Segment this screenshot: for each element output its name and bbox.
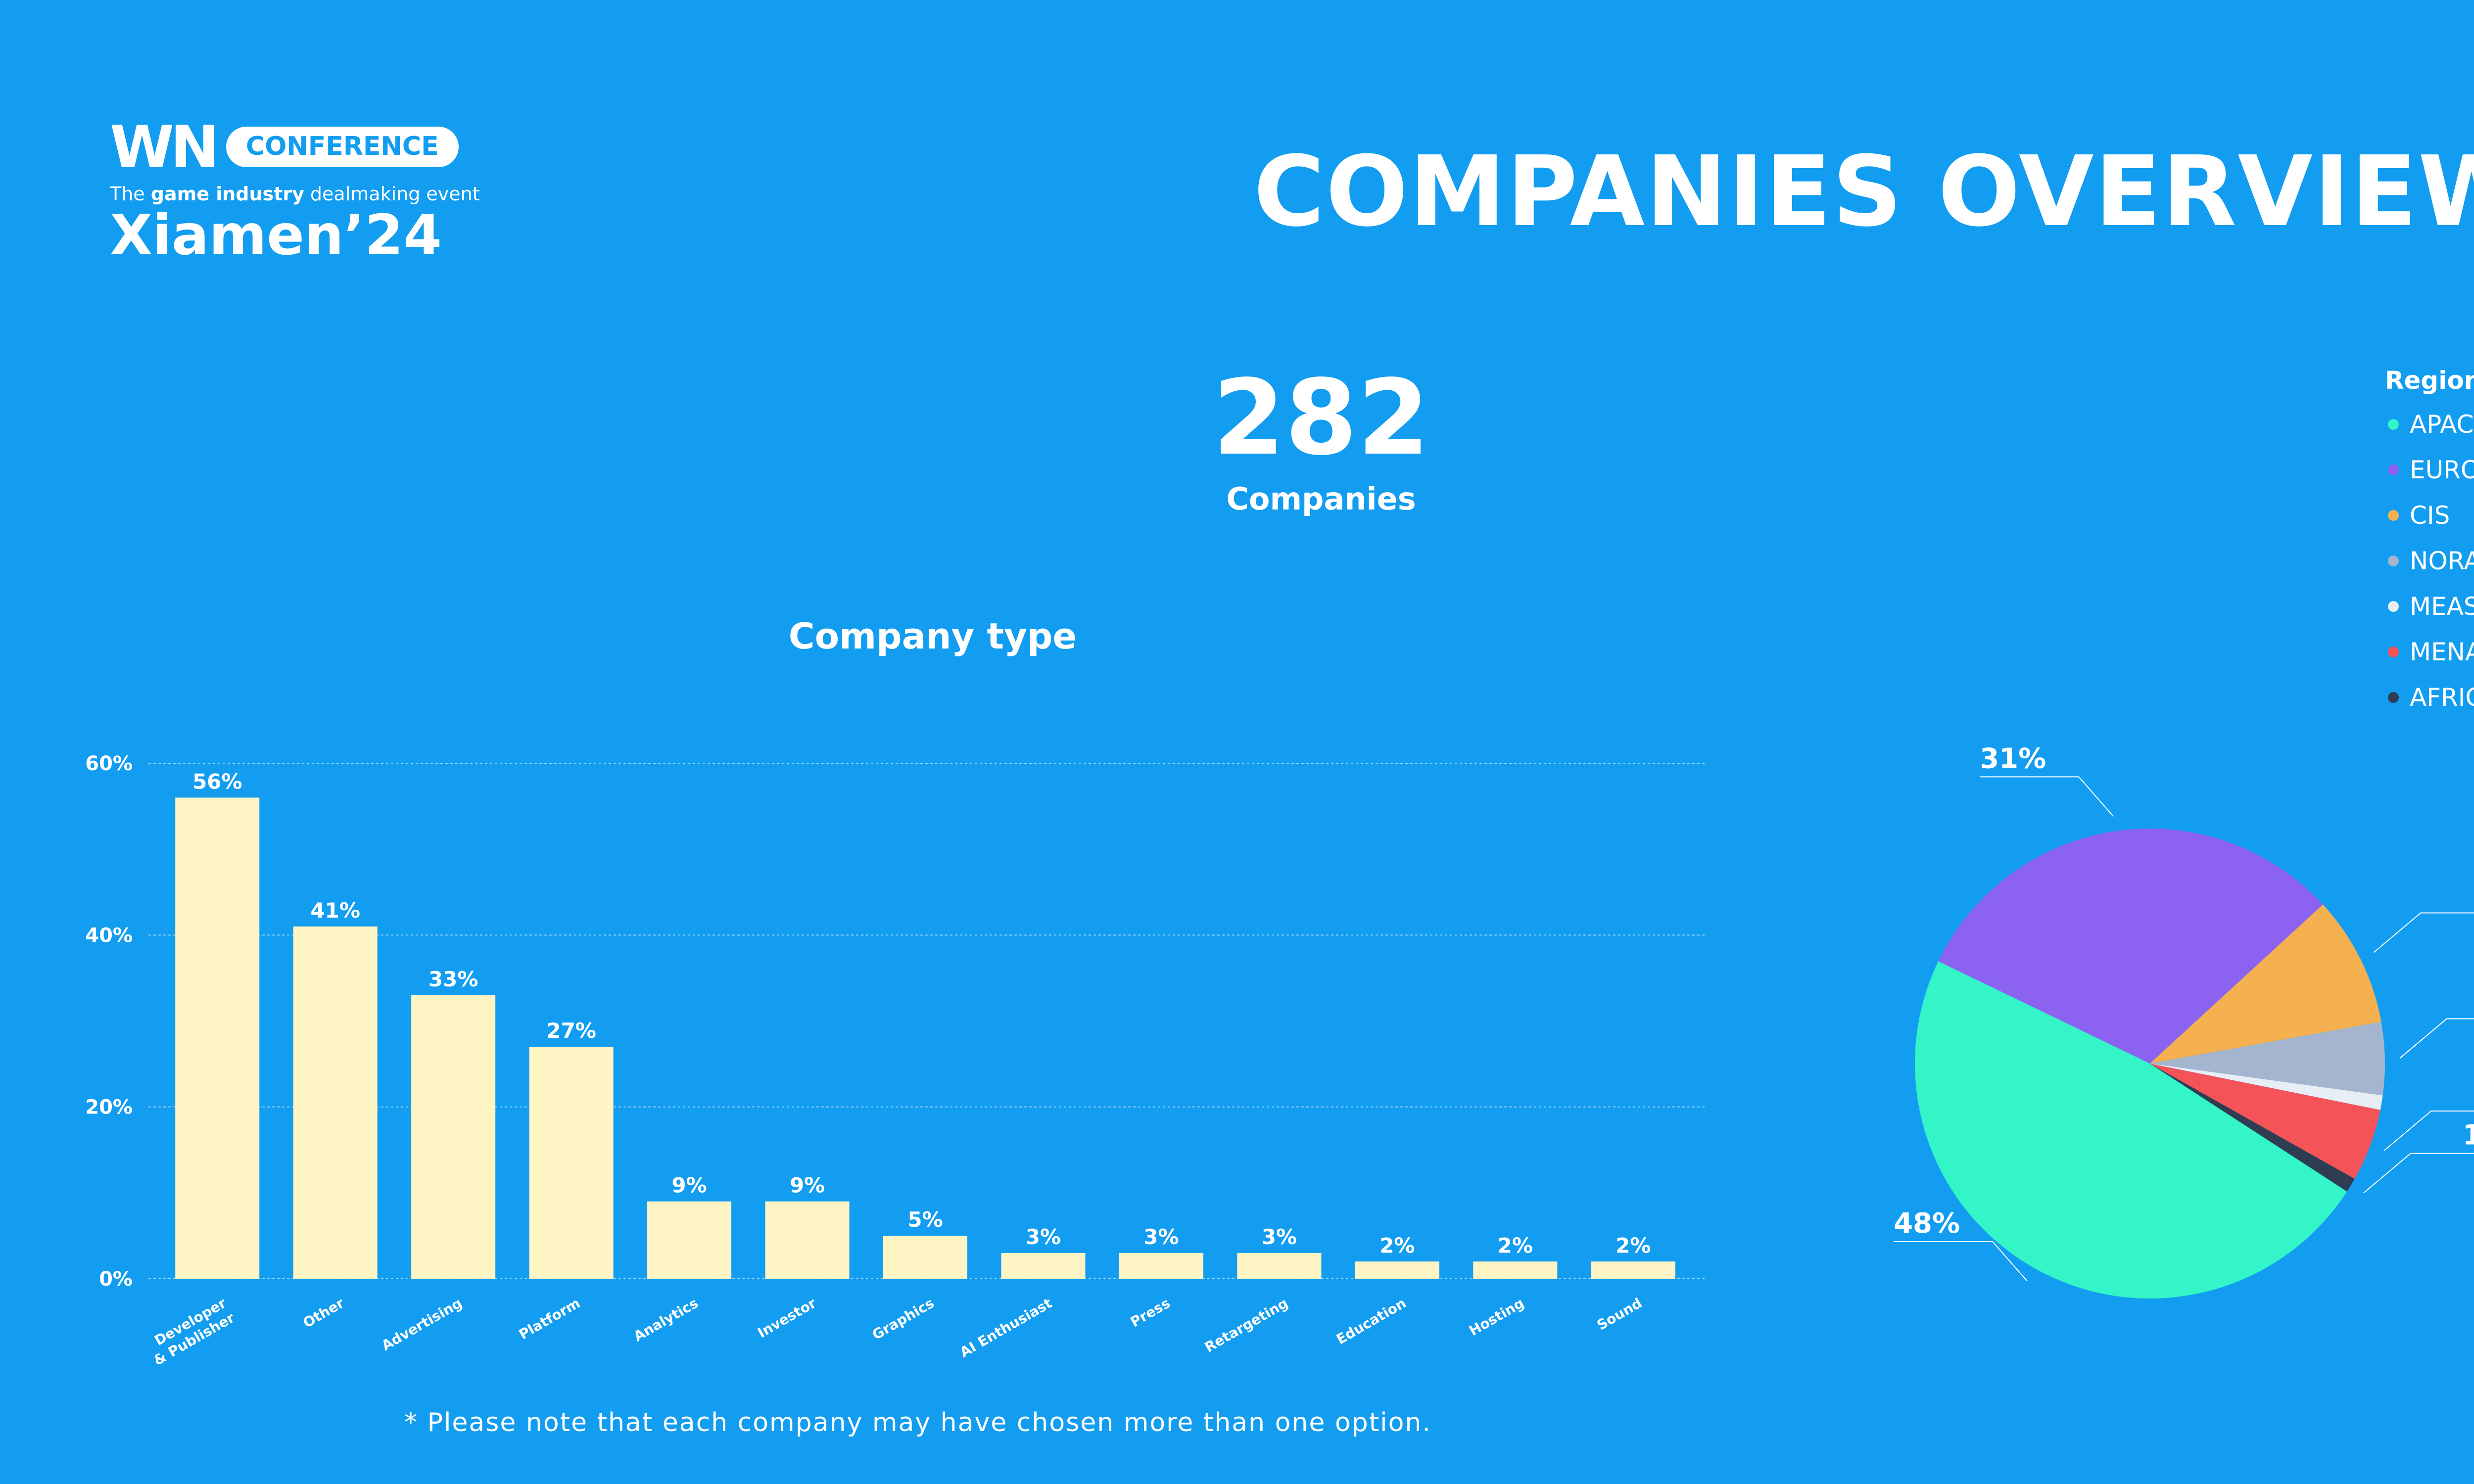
- pie-leader-line: [2373, 912, 2474, 953]
- y-tick-label: 60%: [85, 752, 133, 775]
- legend-label: AFRICA: [2410, 683, 2474, 712]
- logo-tagline: The game industry dealmaking event: [110, 183, 480, 205]
- bar-value-label: 3%: [1143, 1225, 1179, 1249]
- bar-value-label: 3%: [1262, 1225, 1297, 1249]
- bar: [1355, 1261, 1439, 1279]
- category-label: Platform: [516, 1295, 583, 1343]
- footnote: * Please note that each company may have…: [404, 1408, 1431, 1438]
- bar-value-label: 56%: [192, 769, 242, 793]
- category-label: Graphics: [869, 1295, 937, 1343]
- category-label: AI Enthusiast: [957, 1295, 1055, 1360]
- bar-value-label: 2%: [1380, 1233, 1415, 1257]
- legend-label: MEAST: [2410, 592, 2474, 621]
- legend-dot: [2388, 601, 2399, 612]
- bar: [1001, 1252, 1086, 1279]
- legend-item: MEAST: [2385, 584, 2474, 629]
- category-label: Sound: [1594, 1295, 1645, 1333]
- legend-dot: [2388, 692, 2399, 703]
- legend-item: APAC: [2385, 402, 2474, 447]
- bar-value-label: 2%: [1498, 1233, 1533, 1257]
- legend-dot: [2388, 556, 2399, 566]
- category-label: Analytics: [631, 1295, 701, 1345]
- category-label: Developer& Publisher: [143, 1295, 238, 1369]
- event-name: Xiamen’24: [110, 203, 442, 268]
- pie-leader-line: [2383, 1111, 2474, 1151]
- bar: [1591, 1261, 1675, 1279]
- pie-slice: [2150, 1064, 2383, 1110]
- bar: [293, 926, 378, 1279]
- bar: [529, 1047, 614, 1279]
- bar: [1119, 1252, 1203, 1279]
- y-tick-label: 20%: [85, 1096, 133, 1119]
- pie-slice: [2150, 904, 2381, 1064]
- pie-leader-line: [2363, 1153, 2474, 1194]
- legend-label: CIS: [2410, 501, 2450, 530]
- bar: [1473, 1261, 1558, 1279]
- legend-dot: [2388, 419, 2399, 430]
- category-label: Retargeting: [1202, 1295, 1291, 1355]
- bar: [175, 797, 260, 1279]
- legend-dot: [2388, 510, 2399, 521]
- category-label: Education: [1333, 1295, 1409, 1347]
- pie-leader-line: [1980, 776, 2114, 817]
- pie-value-label: 48%: [1894, 1207, 1960, 1240]
- bar-chart-title: Company type: [788, 615, 1077, 657]
- y-tick-label: 40%: [85, 924, 133, 947]
- pie-value-label: 9%: [2473, 879, 2474, 911]
- legend-item: EUROPE: [2385, 447, 2474, 493]
- bar-value-label: 9%: [790, 1173, 825, 1198]
- pie-slice: [1938, 829, 2323, 1064]
- legend-title: Regions: [2385, 366, 2474, 395]
- category-label: Hosting: [1466, 1295, 1526, 1339]
- category-label: Advertising: [379, 1295, 465, 1354]
- legend-label: MENA: [2410, 638, 2474, 666]
- event-logo: WN CONFERENCE The game industry dealmaki…: [110, 118, 480, 265]
- category-label: Other: [300, 1295, 347, 1331]
- bar-value-label: 5%: [907, 1207, 943, 1232]
- legend-label: APAC: [2410, 410, 2474, 439]
- pie-leader-line: [2399, 1018, 2474, 1059]
- legend-dot: [2388, 464, 2399, 475]
- legend-dot: [2388, 647, 2399, 657]
- pie-value-label: 31%: [1980, 742, 2046, 775]
- pie-slice: [2150, 1064, 2380, 1179]
- page-title: COMPANIES OVERVIEW: [1253, 136, 2474, 248]
- category-label: Press: [1128, 1295, 1173, 1330]
- legend-label: EUROPE: [2410, 456, 2474, 484]
- category-label: Investor: [755, 1295, 819, 1341]
- pie-leader-line: [1894, 1241, 2028, 1282]
- companies-label: Companies: [1226, 481, 1416, 517]
- bar-value-label: 33%: [428, 967, 478, 991]
- bar-value-label: 9%: [671, 1173, 707, 1198]
- bar-value-label: 27%: [546, 1019, 596, 1043]
- bar-value-label: 2%: [1616, 1233, 1651, 1257]
- conference-badge: CONFERENCE: [226, 127, 459, 167]
- bar: [1237, 1252, 1322, 1279]
- bar: [411, 995, 496, 1279]
- legend-item: AFRICA: [2385, 675, 2474, 720]
- legend-item: CIS: [2385, 493, 2474, 538]
- companies-count: 282: [1212, 357, 1430, 478]
- pie-slice: [1914, 961, 2347, 1299]
- bar-value-label: 41%: [310, 898, 360, 923]
- bar-value-label: 3%: [1026, 1225, 1061, 1249]
- y-tick-label: 0%: [99, 1268, 133, 1291]
- pie-slice: [2150, 1064, 2355, 1192]
- bar: [883, 1236, 967, 1279]
- pie-slice: [2150, 1021, 2385, 1096]
- bar: [647, 1201, 732, 1279]
- pie-value-label: 1%: [2463, 1119, 2474, 1152]
- bar: [765, 1201, 850, 1279]
- wn-logo-mark: WN: [110, 113, 219, 181]
- legend-item: MENA: [2385, 629, 2474, 675]
